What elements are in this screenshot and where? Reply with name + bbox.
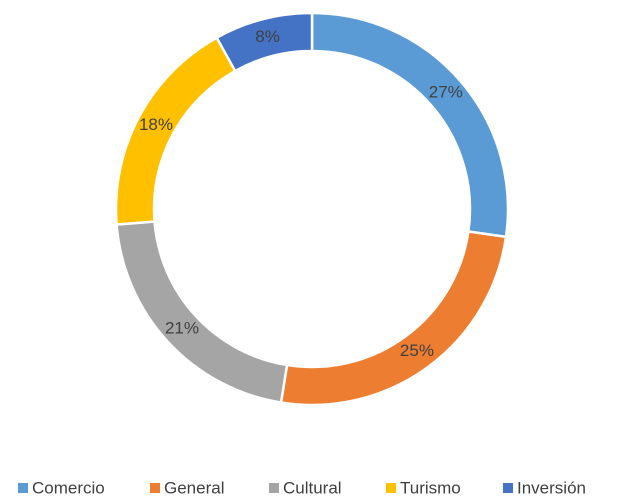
- legend-swatch: [150, 483, 160, 493]
- legend-label: Inversión: [517, 478, 586, 497]
- legend-swatch: [18, 483, 28, 493]
- legend-swatch: [269, 483, 279, 493]
- data-label: 18%: [139, 115, 173, 134]
- donut-segment: [115, 220, 289, 404]
- data-label: 27%: [429, 83, 463, 102]
- legend-label: General: [164, 478, 224, 497]
- legend-swatch: [503, 483, 513, 493]
- legend-label: Turismo: [400, 478, 461, 497]
- legend-swatch: [386, 483, 396, 493]
- data-label: 8%: [255, 27, 280, 46]
- donut-segment: [114, 36, 237, 226]
- donut-segment: [310, 11, 510, 239]
- legend-label: Cultural: [283, 478, 342, 497]
- data-label: 21%: [165, 319, 199, 338]
- donut-segment: [279, 230, 508, 407]
- data-label: 25%: [400, 341, 434, 360]
- legend-label: Comercio: [32, 478, 105, 497]
- donut-segment: [215, 11, 314, 73]
